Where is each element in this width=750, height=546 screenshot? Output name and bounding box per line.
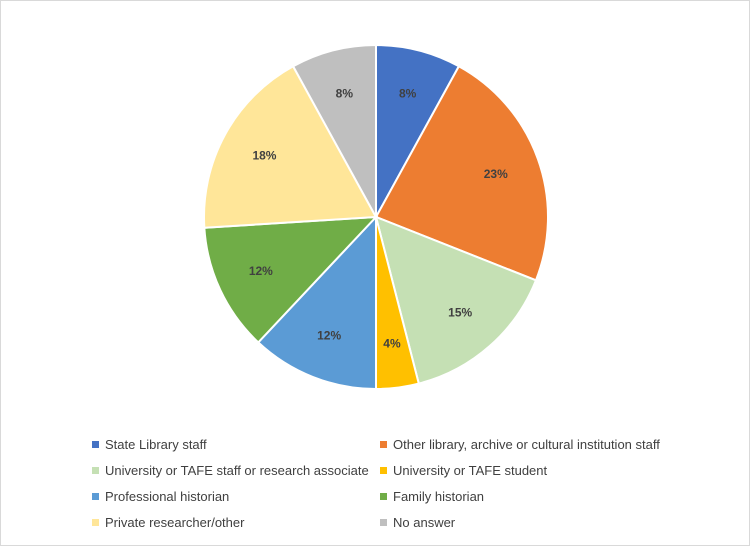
legend-item-8: No answer: [380, 514, 710, 531]
legend-item-5: Professional historian: [92, 488, 380, 505]
slice-label-1: 8%: [399, 87, 417, 101]
legend-label: State Library staff: [105, 437, 207, 452]
pie-slice-5: [256, 214, 377, 391]
legend-swatch: [92, 519, 99, 526]
pie-slice-8: [291, 43, 377, 218]
legend-item-3: University or TAFE staff or research ass…: [92, 462, 380, 479]
legend-swatch: [92, 441, 99, 448]
legend-swatch: [92, 467, 99, 474]
legend-label: University or TAFE staff or research ass…: [105, 463, 369, 478]
legend-item-6: Family historian: [380, 488, 710, 505]
legend: State Library staff Other library, archiv…: [92, 436, 712, 531]
legend-swatch: [380, 519, 387, 526]
legend-label: No answer: [393, 515, 456, 530]
pie-slice-3: [374, 215, 538, 385]
legend-swatch: [92, 493, 99, 500]
legend-item-1: State Library staff: [92, 436, 380, 453]
legend-item-2: Other library, archive or cultural insti…: [380, 436, 710, 453]
legend-label: Professional historian: [105, 489, 230, 504]
pie-chart: 8% 23% 15% 4% 12% 12% 18% 8%: [203, 43, 549, 391]
legend-swatch: [380, 467, 387, 474]
legend-label: Family historian: [393, 489, 485, 504]
slice-label-3: 15%: [448, 305, 472, 319]
pie-slice-7: [203, 64, 378, 229]
slice-label-4: 4%: [383, 336, 401, 350]
slice-label-8: 8%: [336, 87, 354, 101]
legend-item-4: University or TAFE student: [380, 462, 710, 479]
legend-label: Private researcher/other: [105, 515, 245, 530]
legend-label: University or TAFE student: [393, 463, 548, 478]
slice-label-6: 12%: [249, 264, 273, 278]
legend-swatch: [380, 493, 387, 500]
slice-label-7: 18%: [252, 149, 276, 163]
legend-swatch: [380, 441, 387, 448]
legend-label: Other library, archive or cultural insti…: [393, 437, 660, 452]
pie-slice-2: [374, 64, 549, 282]
legend-item-7: Private researcher/other: [92, 514, 380, 531]
slice-label-5: 12%: [317, 328, 341, 342]
pie-slice-6: [203, 215, 379, 344]
slice-label-2: 23%: [484, 167, 508, 181]
